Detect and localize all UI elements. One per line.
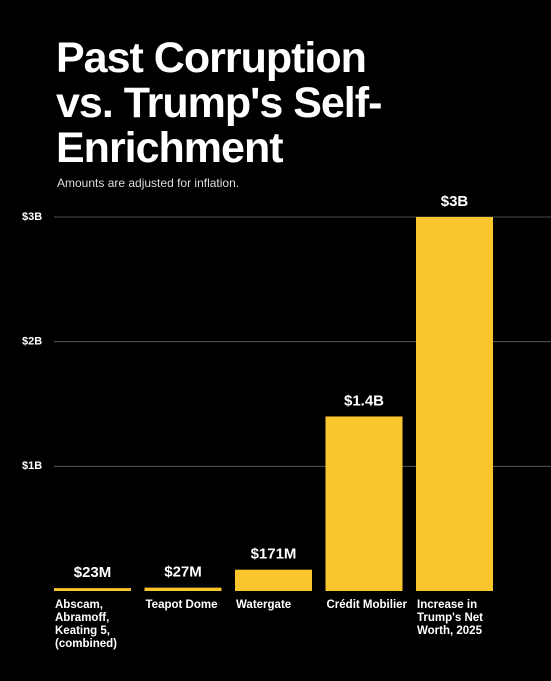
value-label: $23M — [74, 564, 112, 581]
y-tick-label: $1B — [22, 460, 42, 472]
x-tick-label: Crédit Mobilier — [326, 599, 408, 611]
x-tick-label: Watergate — [236, 599, 292, 611]
x-tick-label: Increase in Trump's Net Worth, 2025 — [417, 599, 483, 637]
bar — [325, 416, 403, 591]
bar — [54, 588, 131, 591]
value-label: $27M — [164, 564, 202, 581]
x-tick-label: Teapot Dome — [145, 599, 218, 611]
x-tick-label: Abscam, Abramoff, Keating 5, (combined) — [55, 599, 117, 650]
value-label: $1.4B — [344, 392, 384, 409]
value-label: $3B — [441, 193, 469, 210]
bar — [235, 569, 312, 591]
chart-title: Past Corruption vs. Trump's Self-Enrichm… — [56, 34, 382, 172]
y-tick-label: $3B — [22, 211, 42, 223]
bar — [416, 217, 493, 591]
chart-subtitle: Amounts are adjusted for inflation. — [57, 176, 240, 190]
value-label: $171M — [251, 546, 297, 563]
bar — [144, 587, 222, 591]
y-tick-label: $2B — [22, 336, 42, 348]
